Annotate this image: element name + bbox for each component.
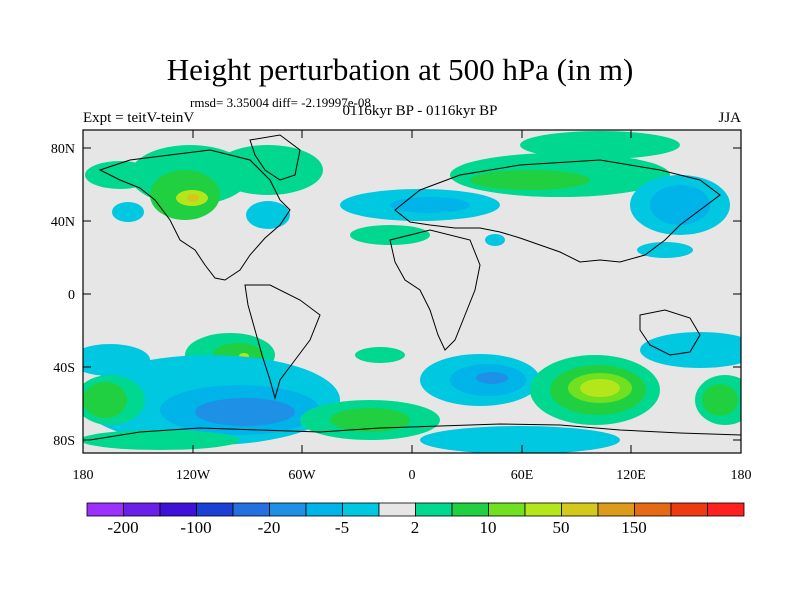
positive-anomaly-southeast-pacific-core	[702, 384, 738, 416]
coastlines	[89, 134, 741, 441]
negative-anomaly-pacific-northwest	[637, 242, 693, 258]
negative-anomaly-south-indian-core	[476, 372, 508, 384]
positive-anomaly-south-indian-east-peak	[580, 379, 620, 397]
colorbar	[86, 502, 745, 517]
colorbar-label: -100	[180, 518, 211, 537]
season-label: JJA	[718, 110, 741, 126]
lon-label-60e: 60E	[511, 468, 534, 483]
positive-anomaly-eurasia-core	[470, 170, 590, 190]
lon-label-180e: 180	[731, 468, 752, 483]
negative-anomaly-east-asia-core	[650, 185, 710, 225]
colorbar-box	[86, 502, 124, 517]
colorbar-label: 10	[480, 518, 497, 537]
colorbar-box	[415, 502, 453, 517]
lon-label-0: 0	[409, 468, 416, 483]
contour-field	[83, 131, 741, 453]
positive-anomaly-arctic	[520, 131, 680, 159]
colorbar-box	[159, 502, 197, 517]
colorbar-box	[670, 502, 708, 517]
colorbar-box	[451, 502, 489, 517]
lat-label-80s: 80S	[53, 434, 75, 449]
colorbar-labels: -200 -100 -20 -5 2 10 50 150	[107, 518, 646, 537]
lat-label-80n: 80N	[51, 142, 75, 157]
positive-anomaly-southwest-pacific-core	[83, 382, 127, 418]
negative-anomaly-antarctic-coast	[420, 426, 620, 453]
positive-anomaly-subtropical-atlantic	[350, 225, 430, 245]
lon-label-120w: 120W	[176, 468, 211, 483]
colorbar-label: -5	[335, 518, 349, 537]
negative-anomaly-middle-east	[485, 234, 505, 246]
positive-anomaly-south-atlantic	[355, 347, 405, 363]
stats-text: rmsd= 3.35004 diff= -2.19997e-08	[190, 95, 371, 110]
lon-label-180w: 180	[73, 468, 94, 483]
colorbar-label: 2	[411, 518, 420, 537]
lat-label-40s: 40S	[53, 361, 75, 376]
period-label: 0116kyr BP - 0116kyr BP	[342, 103, 498, 119]
greenland-outline	[249, 134, 301, 181]
plot-title: Height perturbation at 500 hPa (in m)	[166, 52, 634, 87]
antarctica-outline	[89, 423, 741, 441]
colorbar-box	[634, 502, 672, 517]
positive-anomaly-pacific-north	[85, 161, 155, 189]
colorbar-box	[707, 502, 745, 517]
south-america-outline	[244, 284, 321, 400]
colorbar-box	[561, 502, 599, 517]
experiment-label: Expt = teitV-teinV	[83, 110, 195, 126]
positive-anomaly-north-america-max	[187, 194, 199, 202]
lon-label-120e: 120E	[616, 468, 646, 483]
colorbar-label: -200	[107, 518, 138, 537]
lat-ticks	[83, 147, 741, 441]
positive-anomaly-southern-ocean-atlantic-core	[330, 408, 410, 432]
colorbar-box	[232, 502, 270, 517]
colorbar-box	[524, 502, 562, 517]
colorbar-box	[597, 502, 635, 517]
eurasia-outline	[394, 159, 721, 263]
negative-anomaly-north-pacific	[112, 202, 144, 222]
colorbar-box	[269, 502, 307, 517]
colorbar-box	[378, 502, 416, 517]
colorbar-box	[488, 502, 526, 517]
australia-outline	[639, 309, 701, 356]
negative-anomaly-atlantic-core	[390, 197, 470, 213]
colorbar-label: 50	[553, 518, 570, 537]
colorbar-box	[305, 502, 343, 517]
negative-anomaly-west-pacific-south	[83, 344, 150, 376]
colorbar-box	[196, 502, 234, 517]
lon-label-60w: 60W	[288, 468, 316, 483]
positive-anomaly-greenland	[213, 145, 323, 195]
negative-anomaly-south-pacific-core	[195, 398, 295, 426]
africa-outline	[389, 229, 481, 351]
negative-anomaly-east-north-america	[246, 201, 290, 229]
colorbar-box	[123, 502, 161, 517]
lat-label-0: 0	[68, 288, 75, 303]
north-america-outline	[98, 149, 291, 281]
colorbar-label: 150	[621, 518, 647, 537]
lon-ticks	[82, 130, 742, 453]
positive-anomaly-antarctic-pacific	[83, 430, 240, 450]
colorbar-box	[342, 502, 380, 517]
negative-anomaly-australia-south	[640, 332, 741, 368]
lat-label-40n: 40N	[51, 215, 75, 230]
colorbar-label: -20	[258, 518, 281, 537]
